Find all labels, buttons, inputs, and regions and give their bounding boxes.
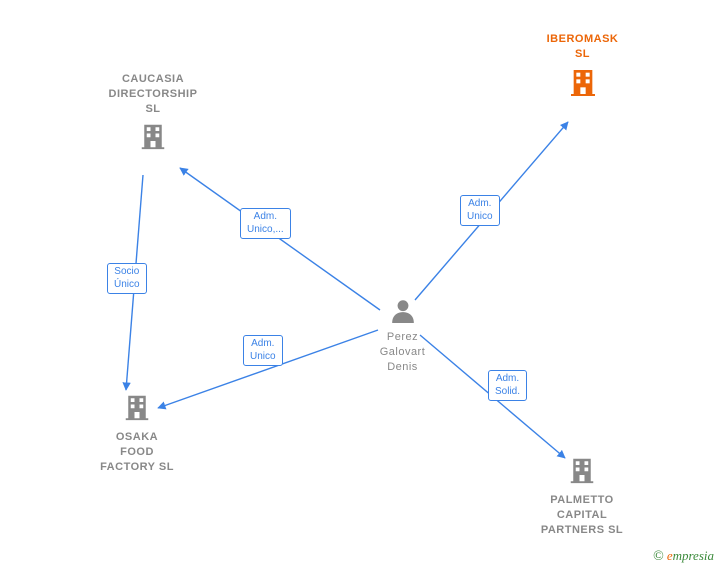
- edge-label-adm-unico-caucasia: Adm.Unico,...: [240, 208, 291, 239]
- edge-text: SocioÚnico: [114, 266, 140, 290]
- edge-text: Adm.Unico: [467, 198, 493, 222]
- edge-label-adm-unico-osaka: Adm.Unico: [243, 335, 283, 366]
- edge-text: Adm.Unico,...: [247, 211, 284, 235]
- node-label: IBEROMASKSL: [535, 32, 630, 62]
- node-perez[interactable]: PerezGalovartDenis: [370, 297, 435, 375]
- building-icon: [138, 121, 168, 151]
- node-caucasia[interactable]: CAUCASIADIRECTORSHIPSL: [108, 72, 198, 156]
- edge-text: Adm.Solid.: [495, 373, 520, 397]
- person-icon: [390, 297, 416, 323]
- node-iberomask[interactable]: IBEROMASKSL: [535, 32, 630, 103]
- edge-label-socio-unico: SocioÚnico: [107, 263, 147, 294]
- node-label: PerezGalovartDenis: [370, 330, 435, 375]
- node-label: OSAKAFOODFACTORY SL: [92, 430, 182, 475]
- building-icon: [567, 455, 597, 485]
- edge-line: [180, 168, 380, 310]
- edge-text: Adm.Unico: [250, 338, 276, 362]
- node-label: PALMETTOCAPITALPARTNERS SL: [532, 493, 632, 538]
- building-icon: [122, 392, 152, 422]
- building-icon: [567, 66, 599, 98]
- copyright-icon: ©: [653, 549, 664, 564]
- edge-label-adm-solid: Adm.Solid.: [488, 370, 527, 401]
- diagram-canvas: SocioÚnico Adm.Unico,... Adm.Unico Adm.U…: [0, 0, 728, 575]
- watermark: ©empresia: [653, 548, 714, 565]
- node-palmetto[interactable]: PALMETTOCAPITALPARTNERS SL: [532, 455, 632, 538]
- watermark-rest: mpresia: [673, 548, 714, 563]
- node-osaka[interactable]: OSAKAFOODFACTORY SL: [92, 392, 182, 475]
- node-label: CAUCASIADIRECTORSHIPSL: [108, 72, 198, 117]
- edge-label-adm-unico-iberomask: Adm.Unico: [460, 195, 500, 226]
